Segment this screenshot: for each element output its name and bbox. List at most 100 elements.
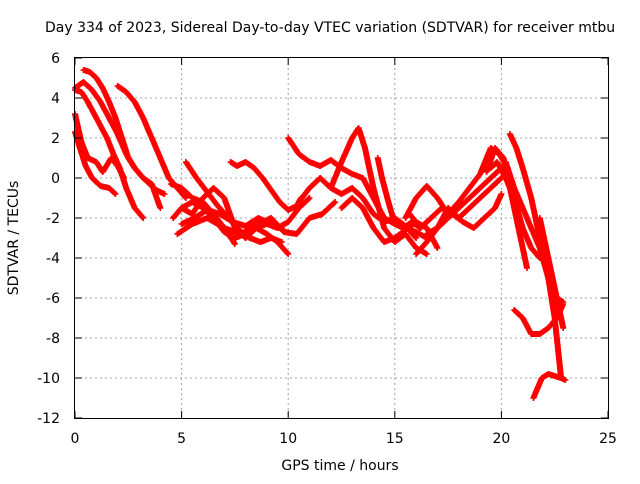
data-point <box>116 132 119 136</box>
chart-title: Day 334 of 2023, Sidereal Day-to-day VTE… <box>45 20 615 36</box>
data-point <box>489 146 492 150</box>
data-point <box>191 196 194 200</box>
data-point <box>547 326 550 330</box>
data-point <box>404 216 407 220</box>
data-point <box>297 200 301 204</box>
x-tick-label: 25 <box>599 431 617 447</box>
data-point <box>101 86 104 90</box>
plot-area <box>72 67 569 401</box>
data-point <box>142 176 145 180</box>
data-point <box>184 196 188 200</box>
y-tick-label: -12 <box>37 411 60 427</box>
data-point <box>150 136 153 140</box>
data-point <box>93 112 96 116</box>
data-point <box>116 84 119 88</box>
data-point <box>380 176 384 180</box>
data-point <box>125 90 128 94</box>
series-markers <box>530 371 569 401</box>
data-point <box>382 226 386 230</box>
data-point <box>553 374 556 378</box>
data-point <box>99 100 102 104</box>
y-tick-label: -2 <box>46 211 60 227</box>
data-point <box>559 376 563 380</box>
data-point <box>86 156 90 160</box>
data-point <box>446 206 450 210</box>
series-pass-27 <box>536 215 567 305</box>
data-point <box>319 164 322 168</box>
data-point <box>521 206 524 210</box>
data-point <box>107 100 111 104</box>
data-point <box>308 196 311 200</box>
data-point <box>436 246 439 250</box>
data-point <box>357 126 360 130</box>
data-point <box>472 226 475 230</box>
data-point <box>468 186 471 190</box>
data-point <box>333 200 337 204</box>
data-point <box>125 152 128 156</box>
data-point <box>372 212 375 216</box>
data-point <box>101 170 104 174</box>
data-point <box>191 222 194 226</box>
data-point <box>425 184 428 188</box>
data-point <box>414 246 418 250</box>
data-point <box>86 100 90 104</box>
data-point <box>340 206 343 210</box>
data-point <box>112 152 115 156</box>
series-pass-26 <box>502 159 567 331</box>
data-point <box>521 316 524 320</box>
data-point <box>259 240 262 244</box>
y-tick-label: 2 <box>51 131 60 147</box>
data-point <box>393 236 396 240</box>
plot-frame <box>74 57 609 419</box>
data-point <box>478 186 482 190</box>
data-point <box>308 186 311 190</box>
data-point <box>468 196 471 200</box>
data-point <box>538 332 541 336</box>
data-point <box>502 156 505 160</box>
data-point <box>478 196 482 200</box>
y-tick-label: -8 <box>46 331 60 347</box>
data-point <box>493 206 497 210</box>
data-point <box>376 156 379 160</box>
data-point <box>547 372 550 376</box>
data-point <box>265 232 269 236</box>
data-point <box>536 386 539 390</box>
data-point <box>361 196 364 200</box>
data-point <box>372 186 375 190</box>
data-point <box>542 236 546 240</box>
data-point <box>513 186 516 190</box>
data-point <box>489 166 492 170</box>
data-point <box>252 166 256 170</box>
data-point <box>446 216 450 220</box>
data-point <box>257 216 260 220</box>
data-point <box>201 206 205 210</box>
data-point <box>308 160 311 164</box>
data-point <box>540 376 544 380</box>
x-axis-label: GPS time / hours <box>281 458 398 474</box>
data-point <box>159 156 162 160</box>
data-point <box>440 206 443 210</box>
data-point <box>530 332 533 336</box>
data-point <box>468 206 471 210</box>
data-point <box>171 216 175 220</box>
data-point <box>538 246 541 250</box>
y-tick-label: -10 <box>37 371 60 387</box>
data-point <box>513 308 516 312</box>
data-point <box>425 240 428 244</box>
data-point <box>78 144 81 148</box>
data-point <box>297 152 301 156</box>
data-point <box>521 166 524 170</box>
data-point <box>483 216 486 220</box>
data-point <box>282 228 286 232</box>
data-point <box>244 224 247 228</box>
data-point <box>107 116 111 120</box>
data-point <box>425 226 428 230</box>
data-point <box>180 206 183 210</box>
data-point <box>269 188 273 192</box>
data-point <box>387 200 390 204</box>
data-point <box>562 326 565 330</box>
data-point <box>82 68 85 72</box>
y-tick-label: 6 <box>51 51 60 67</box>
data-point <box>363 146 367 150</box>
